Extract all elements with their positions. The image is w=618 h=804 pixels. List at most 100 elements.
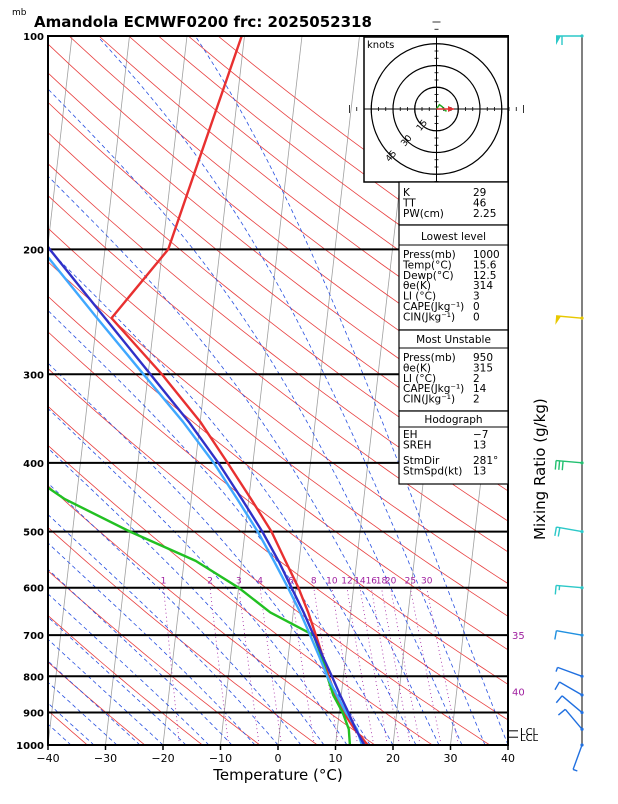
isotherm-line — [48, 36, 130, 745]
pressure-unit-label: mb — [12, 8, 27, 18]
dry-adiabat-line — [0, 36, 618, 745]
isotherm-line — [278, 36, 360, 745]
temperature-tick-label: −30 — [94, 752, 117, 765]
wind-barb-staff — [559, 682, 582, 695]
dry-adiabat-line — [0, 36, 618, 745]
chart-title: Amandola ECMWF0200 frc: 2025052318 — [34, 13, 372, 31]
mixing-ratio-line — [427, 588, 459, 745]
most-unstable-label: CIN(Jkg⁻¹) — [403, 394, 455, 406]
wind-barb — [555, 316, 583, 325]
wind-barb-dot — [580, 693, 583, 696]
temperature-tick-label: 10 — [329, 752, 343, 765]
hodograph-box-label: StmSpd(kt) — [403, 465, 462, 477]
wind-barb-staff — [573, 745, 582, 769]
pressure-tick-label: 700 — [23, 631, 44, 642]
wind-barb-dot — [580, 530, 583, 533]
hodograph-box-value: 13 — [473, 439, 486, 451]
wind-barb-dot — [580, 34, 583, 37]
pressure-tick-label: 600 — [23, 584, 44, 595]
lcl-label: LCL — [520, 733, 539, 744]
mixing-ratio-label: 30 — [421, 577, 433, 587]
mixing-ratio-line — [410, 588, 441, 745]
isotherm-line — [0, 36, 15, 745]
wind-barb — [555, 461, 583, 471]
pressure-tick-label: 1000 — [16, 741, 44, 752]
isotherm-line — [566, 36, 618, 745]
wind-barb-flag — [562, 461, 563, 470]
wind-barb-dot — [580, 743, 583, 746]
temperature-tick-label: −10 — [209, 752, 232, 765]
pressure-tick-label: 100 — [23, 32, 44, 43]
moist-adiabat-line — [0, 105, 347, 745]
wind-barb-dot — [580, 461, 583, 464]
mixing-ratio-label: 2 — [207, 577, 213, 587]
hodograph-box-label: SREH — [403, 439, 432, 451]
index-value: 2.25 — [473, 208, 496, 220]
wind-barb-staff — [556, 631, 582, 636]
wind-barb — [555, 682, 584, 697]
wind-barb-flag — [555, 461, 556, 470]
moist-adiabat-line — [0, 364, 117, 745]
wind-barb — [556, 696, 583, 714]
hodograph-box-header: Hodograph — [424, 414, 482, 426]
hodograph-unit-label: knots — [367, 40, 394, 51]
temperature-tick-label: −40 — [36, 752, 59, 765]
wind-barb-pennant — [556, 36, 561, 45]
dry-adiabat-line — [99, 36, 618, 745]
thermo-background-lines — [0, 36, 618, 745]
lowest-level-value: 0 — [473, 311, 480, 323]
wind-barb — [555, 631, 584, 640]
moist-adiabat-line — [0, 342, 140, 745]
mixing-ratio-label: 4 — [257, 577, 263, 587]
wind-barb — [558, 709, 583, 731]
wind-barb-half-flag — [556, 667, 558, 671]
wind-barb-dot — [580, 728, 583, 731]
mixing-ratio-label: 14 — [354, 577, 366, 587]
temperature-tick-label: 0 — [275, 752, 282, 765]
pressure-tick-label: 500 — [23, 528, 44, 539]
most-unstable-value: 2 — [473, 394, 480, 406]
wind-barb — [555, 527, 584, 536]
lowest-level-label: CIN(Jkg⁻¹) — [403, 311, 455, 323]
wind-barb-dot — [580, 317, 583, 320]
most-unstable-header: Most Unstable — [416, 334, 491, 346]
profile-parcel — [0, 36, 364, 745]
wind-barb-staff — [565, 709, 582, 729]
wind-barb-flag — [555, 631, 557, 640]
wind-barb-flag — [555, 585, 556, 594]
dry-adiabat-line — [0, 36, 618, 745]
dry-adiabat-line — [0, 36, 618, 745]
pressure-tick-label: 800 — [23, 672, 44, 683]
x-axis-label: Temperature (°C) — [212, 766, 342, 784]
temperature-tick-label: −20 — [151, 752, 174, 765]
side-label: 40 — [512, 687, 525, 698]
wind-barb — [555, 585, 583, 594]
temperature-tick-label: 40 — [501, 752, 515, 765]
side-label: 35 — [512, 631, 525, 642]
wind-barb-dot — [580, 711, 583, 714]
pressure-tick-label: 400 — [23, 459, 44, 470]
wind-barb-flag — [559, 461, 560, 470]
profile-parcel_virtual — [0, 36, 362, 745]
pressure-tick-label: 300 — [23, 370, 44, 381]
mixing-ratio-label: 6 — [288, 577, 294, 587]
mixing-ratio-label: 8 — [311, 577, 317, 587]
wind-barb-dot — [580, 634, 583, 637]
wind-barb-pennant — [555, 316, 561, 325]
pressure-tick-label: 900 — [23, 709, 44, 720]
temperature-tick-label: 20 — [386, 752, 400, 765]
mixing-ratio-label: 10 — [326, 577, 338, 587]
pressure-axis: 100 200 300 400 500 600 700 800 900 1000 — [16, 32, 44, 752]
side-labels: 35 40 — [512, 631, 525, 698]
pressure-tick-label: 200 — [23, 245, 44, 256]
mixing-ratio-label: 3 — [236, 577, 242, 587]
isotherm-line — [221, 36, 303, 745]
mixing-ratio-axis-label: Mixing Ratio (g/kg) — [531, 398, 549, 540]
mixing-ratio-line — [239, 588, 259, 745]
wind-barb-half-flag — [573, 769, 577, 771]
wind-barb-dot — [580, 586, 583, 589]
hodograph-box-value: 13 — [473, 465, 486, 477]
